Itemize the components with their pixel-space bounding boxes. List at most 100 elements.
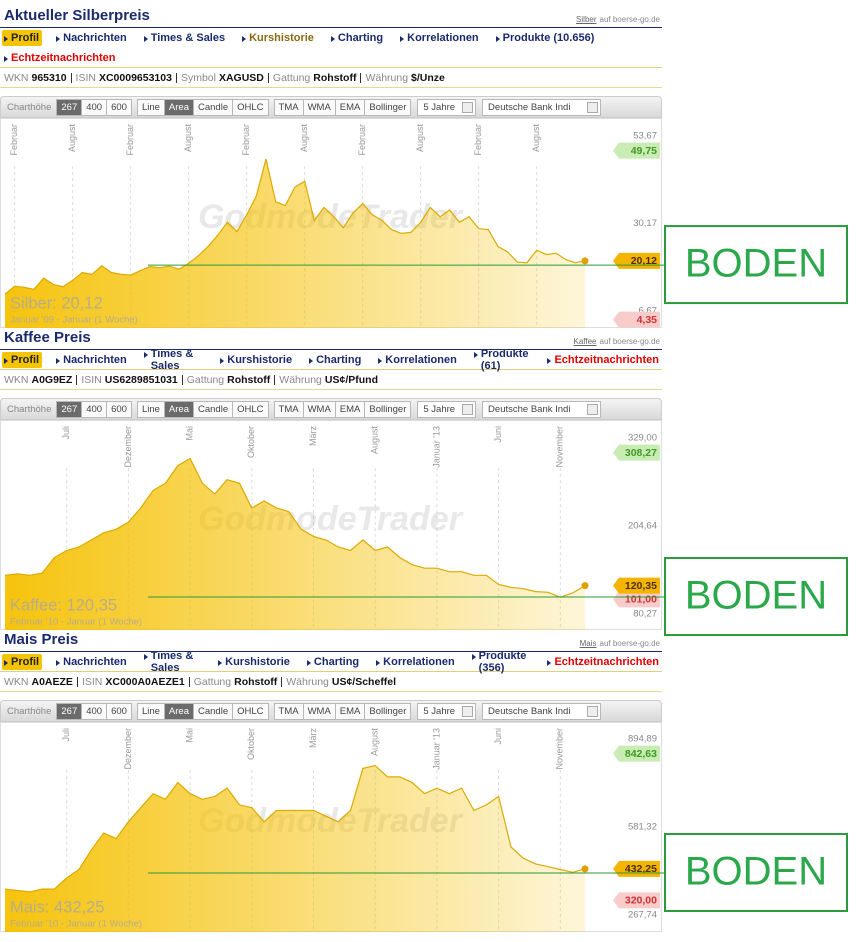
x-tick-label: März bbox=[308, 728, 318, 748]
nav-item[interactable]: Echtzeitnachrichten bbox=[545, 352, 662, 368]
toolbar-button[interactable]: 267 bbox=[56, 400, 83, 418]
info-key: Währung bbox=[365, 71, 409, 84]
toolbar-button[interactable]: 400 bbox=[81, 98, 108, 116]
x-tick-label: Mai bbox=[184, 728, 194, 743]
nav-item[interactable]: Produkte (61) bbox=[472, 346, 534, 374]
nav-item[interactable]: Kurshistorie bbox=[216, 654, 293, 670]
nav-item[interactable]: Profil bbox=[2, 653, 43, 670]
toolbar-button[interactable]: Candle bbox=[193, 98, 234, 116]
nav-item[interactable]: Echtzeitnachrichten bbox=[545, 654, 662, 670]
toolbar-button[interactable]: Area bbox=[163, 400, 194, 418]
separator bbox=[360, 72, 362, 83]
toolbar-button[interactable]: WMA bbox=[302, 98, 336, 116]
compare-select[interactable]: Deutsche Bank Indi bbox=[482, 702, 602, 720]
toolbar-button[interactable]: Bollinger bbox=[364, 702, 412, 720]
info-value: Rohstoff bbox=[227, 373, 271, 386]
info-row: WKN 965310 ISIN XC0009653103 Symbol XAGUSD Gat… bbox=[0, 68, 662, 88]
nav-item[interactable]: Produkte (356) bbox=[470, 648, 534, 676]
compare-select[interactable]: Deutsche Bank Indi bbox=[482, 400, 602, 418]
toolbar-button[interactable]: WMA bbox=[302, 400, 336, 418]
toolbar-button[interactable]: TMA bbox=[273, 702, 304, 720]
nav-item[interactable]: Korrelationen bbox=[376, 352, 460, 368]
toolbar-button[interactable]: Candle bbox=[193, 702, 234, 720]
nav-item[interactable]: Profil bbox=[2, 351, 43, 368]
toolbar-button[interactable]: Line bbox=[136, 400, 165, 418]
toolbar-button[interactable]: OHLC bbox=[232, 400, 269, 418]
nav-item[interactable]: Nachrichten bbox=[54, 30, 130, 46]
price-badge-label: 49,75 bbox=[631, 145, 657, 157]
toolbar-button[interactable]: EMA bbox=[334, 98, 366, 116]
x-tick-label: Dezember bbox=[123, 728, 133, 770]
nav-item[interactable]: Nachrichten bbox=[54, 654, 130, 670]
toolbar-button[interactable]: WMA bbox=[302, 702, 336, 720]
x-tick-label: November bbox=[555, 728, 565, 770]
toolbar-button[interactable]: Area bbox=[163, 702, 194, 720]
price-badge bbox=[613, 577, 660, 594]
info-value: XC000A0AEZE1 bbox=[105, 675, 185, 688]
nav-item[interactable]: Charting bbox=[307, 352, 364, 368]
last-point bbox=[581, 582, 589, 590]
toolbar-button[interactable]: Bollinger bbox=[364, 400, 412, 418]
toolbar-button[interactable]: 267 bbox=[56, 702, 83, 720]
source-link[interactable]: Kaffee bbox=[573, 337, 597, 346]
toolbar-button[interactable]: Bollinger bbox=[364, 98, 412, 116]
period-select[interactable]: 5 Jahre bbox=[417, 98, 477, 116]
x-tick-label: Januar '13 bbox=[431, 728, 441, 770]
info-value: A0AEZE bbox=[31, 675, 73, 688]
nav-row: Echtzeitnachrichten bbox=[0, 48, 662, 68]
nav-item[interactable]: Produkte (10.656) bbox=[494, 30, 598, 46]
nav-item[interactable]: Korrelationen bbox=[398, 30, 482, 46]
y-tick-label: 894,89 bbox=[628, 734, 657, 745]
nav-item[interactable]: Charting bbox=[305, 654, 362, 670]
nav-item[interactable]: Kurshistorie bbox=[240, 30, 317, 46]
toolbar-button[interactable]: OHLC bbox=[232, 702, 269, 720]
x-tick-label: Oktober bbox=[246, 728, 256, 760]
nav-item[interactable]: Korrelationen bbox=[374, 654, 458, 670]
toolbar-button[interactable]: 400 bbox=[81, 702, 108, 720]
info-value: US6289851031 bbox=[104, 373, 178, 386]
toolbar-button[interactable]: 600 bbox=[106, 702, 132, 720]
toolbar-button[interactable]: 400 bbox=[81, 400, 108, 418]
y-tick-label: 329,00 bbox=[628, 432, 657, 443]
price-badge-label: 432,25 bbox=[625, 863, 657, 875]
title-row: Aktueller Silberpreis Silber auf boerse-go… bbox=[0, 0, 662, 28]
toolbar-button[interactable]: TMA bbox=[273, 400, 304, 418]
source-link[interactable]: Mais bbox=[579, 639, 597, 648]
x-tick-label: Februar bbox=[473, 124, 483, 156]
nav-item[interactable]: Times & Sales bbox=[142, 30, 228, 46]
toolbar-button[interactable]: OHLC bbox=[232, 98, 269, 116]
period-select[interactable]: 5 Jahre bbox=[417, 702, 477, 720]
toolbar-button[interactable]: Area bbox=[163, 98, 194, 116]
support-box bbox=[664, 832, 848, 912]
toolbar-button[interactable]: TMA bbox=[273, 98, 304, 116]
info-key: ISIN bbox=[75, 71, 96, 84]
nav-item[interactable]: Profil bbox=[2, 30, 43, 46]
toolbar-button[interactable]: 600 bbox=[106, 98, 132, 116]
info-value: XC0009653103 bbox=[98, 71, 172, 84]
nav-item[interactable]: Charting bbox=[329, 30, 386, 46]
nav-item[interactable]: Times & Sales bbox=[142, 346, 207, 374]
area bbox=[5, 458, 585, 630]
toolbar-button[interactable]: Candle bbox=[193, 400, 234, 418]
chart-name: Mais: 432,25 bbox=[10, 898, 104, 916]
toolbar-button[interactable]: Line bbox=[136, 98, 165, 116]
compare-select[interactable]: Deutsche Bank Indi bbox=[482, 98, 602, 116]
source: Kaffee auf boerse-go.de bbox=[574, 337, 660, 346]
toolbar-button[interactable]: EMA bbox=[334, 702, 366, 720]
period-select[interactable]: 5 Jahre bbox=[417, 400, 477, 418]
toolbar-button[interactable]: Line bbox=[136, 702, 165, 720]
source-link[interactable]: Silber bbox=[576, 15, 597, 24]
panel: Kaffee Preis Kaffee auf boerse-go.de Profil… bbox=[0, 328, 848, 637]
panel: Aktueller Silberpreis Silber auf boerse-go… bbox=[0, 0, 848, 328]
nav-item[interactable]: Times & Sales bbox=[142, 648, 204, 676]
source-text: auf boerse-go.de bbox=[599, 639, 661, 648]
toolbar-button[interactable]: 267 bbox=[56, 98, 83, 116]
nav-item[interactable]: Echtzeitnachrichten bbox=[2, 50, 119, 66]
x-tick-label: Februar bbox=[9, 124, 19, 156]
button-group: TMA WMA EMA Bollinger bbox=[273, 98, 412, 116]
toolbar-button[interactable]: EMA bbox=[334, 400, 366, 418]
nav-item[interactable]: Kurshistorie bbox=[218, 352, 295, 368]
price-badge bbox=[613, 142, 660, 159]
toolbar-button[interactable]: 600 bbox=[106, 400, 132, 418]
nav-item[interactable]: Nachrichten bbox=[54, 352, 130, 368]
